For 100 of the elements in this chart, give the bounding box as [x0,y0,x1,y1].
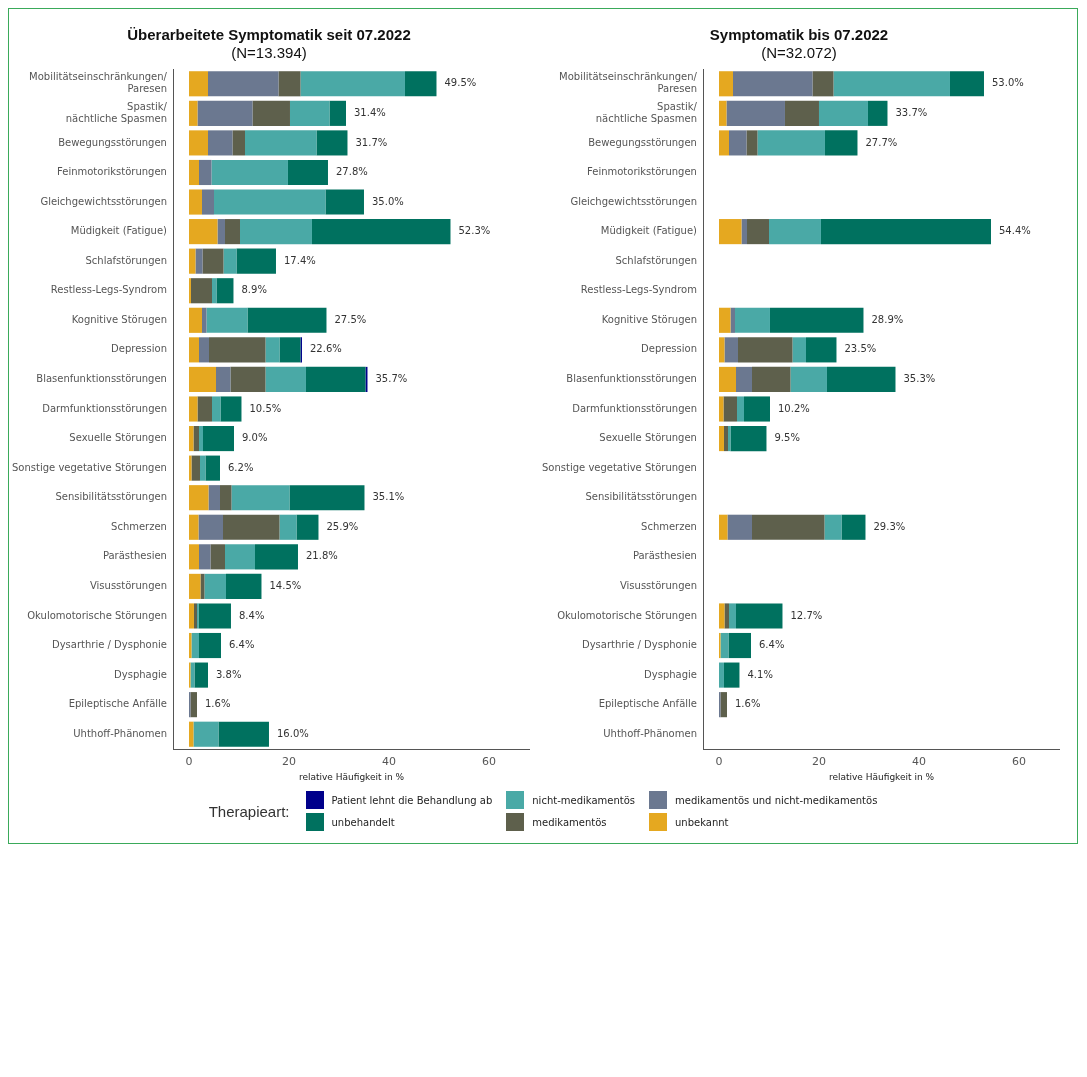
y-tick-label: Gleichgewichtsstörungen [570,195,697,207]
y-tick-label: Mobilitätseinschränkungen/ Paresen [29,71,168,95]
bar [728,632,751,659]
y-tick-label: Sexuelle Störungen [599,432,697,444]
bar [224,219,240,245]
bar [225,573,262,599]
y-tick-label: Okulomotorische Störungen [557,609,697,621]
bar [287,159,328,186]
bar [820,219,991,245]
bar [824,130,858,156]
bar [247,307,327,333]
y-tick-label: Bewegungsstörungen [588,136,697,148]
bar [236,248,276,274]
bar [278,71,301,97]
y-tick-label: Spastik/ nächtliche Spasmen [595,100,698,124]
bar [718,603,725,629]
total-label: 27.5% [334,313,367,325]
bar [219,485,232,511]
y-tick-label: Visusstörungen [619,579,697,591]
bar [190,692,197,718]
y-tick-label: Sonstige vegetative Störungen [11,461,167,473]
bar [718,514,728,540]
bar [805,337,837,363]
chart-title: Symptomatik bis 07.2022 [709,26,889,44]
legend-label: nicht-medikamentös [532,794,636,806]
bar [205,455,220,481]
bar [718,662,724,688]
bar [188,337,199,363]
y-tick-label: Epileptische Anfälle [68,698,167,710]
bar [197,396,212,422]
total-label: 52.3% [458,225,491,237]
bar [718,366,736,392]
bar [195,248,203,274]
bar [206,307,248,333]
bar [790,366,827,392]
total-label: 35.1% [372,491,405,503]
bar [198,603,231,629]
bar [949,71,984,97]
bar [404,71,437,97]
total-label: 6.2% [227,461,254,473]
bar [833,71,950,97]
chart-subtitle: (N=32.072) [761,44,837,62]
bar [230,366,266,392]
bar [265,337,280,363]
bar [188,100,198,126]
x-tick-label: 60 [1012,755,1026,769]
y-tick-label: Schlafstörungen [615,254,697,266]
bar [300,71,405,97]
y-tick-label: Sensibilitätsstörungen [55,491,167,503]
legend-label: unbekannt [675,816,729,828]
y-tick-label: Epileptische Anfälle [598,698,697,710]
bar [252,100,290,126]
bar [231,485,290,511]
y-tick-label: Müdigkeit (Fatigue) [70,225,168,237]
bar [254,544,298,570]
bar [188,278,191,304]
bar [191,632,199,659]
bar [223,248,237,274]
bar [188,219,218,245]
bar [743,396,770,422]
bar [737,337,793,363]
bar [198,544,211,570]
y-tick-label: Okulomotorische Störungen [27,609,167,621]
total-label: 31.7% [355,136,388,148]
bar [726,100,785,126]
total-label: 4.1% [747,668,773,680]
total-label: 27.8% [335,166,368,178]
bar [188,159,199,186]
legend-label: medikamentös und nicht-medikamentös [675,794,878,806]
bar [200,573,205,599]
bar [188,544,199,570]
bar [191,455,200,481]
bar [202,426,234,452]
bar [730,307,735,333]
bar [718,337,725,363]
bar [311,219,451,245]
bar [279,514,297,540]
y-tick-label: Parästhesien [102,550,167,562]
y-tick-label: Depression [111,343,167,355]
total-label: 6.4% [228,639,255,651]
y-tick-label: Schmerzen [641,520,697,532]
total-label: 16.0% [276,727,309,739]
bar [718,100,727,126]
y-tick-label: Uhthoff-Phänomen [603,727,697,739]
y-tick-label: Müdigkeit (Fatigue) [600,225,698,237]
bar [194,662,208,688]
x-tick-label: 40 [911,755,926,769]
bar [232,130,245,156]
bar [818,100,868,126]
total-label: 9.0% [241,432,268,444]
bar [724,337,738,363]
y-tick-label: Blasenfunktionsstörungen [36,373,167,385]
total-label: 29.3% [873,520,906,532]
legend-label: unbehandelt [331,816,395,828]
bar [188,603,194,629]
bar [188,396,198,422]
bar [718,307,731,333]
y-tick-label: Dysphagie [644,668,697,680]
y-tick-label: Schlafstörungen [85,254,167,266]
y-tick-label: Feinmotorikstörungen [57,166,167,178]
